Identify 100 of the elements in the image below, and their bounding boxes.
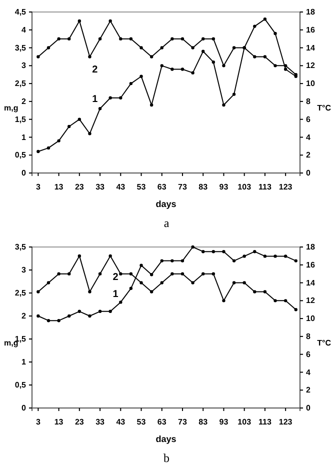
x-tick-label: 33: [96, 418, 106, 427]
point: [57, 272, 60, 276]
x-tick-label: 53: [136, 182, 146, 192]
x-tick-label: 93: [219, 418, 229, 427]
y2-tick-label: 18: [306, 8, 316, 17]
point: [274, 254, 277, 258]
x-tick-label: 113: [258, 418, 272, 427]
point: [191, 281, 194, 284]
text: a: [164, 216, 170, 230]
point: [202, 50, 205, 53]
point: [232, 92, 236, 96]
y-tick-label: 0,5: [14, 150, 27, 160]
point: [212, 60, 216, 64]
point: [253, 290, 256, 294]
point: [119, 96, 122, 100]
y2-tick-label: 0: [306, 168, 311, 178]
y-tick-label: 2: [22, 97, 27, 106]
y-tick-label: 1,5: [14, 114, 27, 124]
x-tick-label: 93: [219, 182, 229, 192]
line-series: [36, 245, 298, 322]
point: [222, 250, 226, 254]
point: [140, 281, 143, 284]
x-tick-label: 23: [74, 182, 84, 192]
y-tick-label: 1: [22, 132, 27, 142]
point: [140, 46, 143, 50]
point: [98, 37, 102, 40]
point: [129, 82, 133, 86]
point: [284, 299, 288, 302]
point: [212, 37, 216, 40]
point: [170, 68, 174, 71]
x-tick-label: 73: [178, 418, 188, 427]
y-tick-label: 3: [22, 266, 27, 275]
y2-tick-label: 12: [306, 296, 316, 306]
point: [150, 290, 154, 294]
y-tick-label: 0: [22, 168, 27, 178]
point: [78, 118, 82, 121]
point: [191, 245, 194, 249]
point: [180, 68, 184, 71]
point: [180, 259, 184, 262]
point: [263, 290, 267, 294]
point: [98, 310, 102, 313]
point: [46, 46, 50, 50]
y2-tick-label: 8: [306, 332, 311, 342]
y2-axis-title: T°C: [317, 338, 332, 348]
point: [150, 103, 154, 107]
x-tick-label: 83: [198, 418, 208, 427]
point: [191, 71, 194, 74]
y-tick-label: 1: [22, 358, 27, 367]
point: [191, 46, 194, 50]
point: [68, 272, 71, 276]
y2-tick-label: 12: [306, 61, 316, 70]
point: [36, 55, 40, 58]
point: [78, 254, 82, 258]
x-tick-label: 63: [157, 182, 167, 192]
point: [108, 254, 112, 258]
point: [78, 310, 82, 313]
y2-axis-title: T°C: [317, 104, 332, 112]
point: [180, 272, 184, 276]
point: [263, 18, 267, 21]
point: [232, 46, 236, 50]
series-label: 1: [92, 94, 98, 105]
y2-tick-label: 10: [306, 79, 316, 88]
point: [232, 259, 236, 262]
point: [202, 250, 205, 254]
point: [294, 259, 298, 262]
x-tick-label: 73: [178, 182, 188, 192]
point: [180, 37, 184, 40]
point: [129, 37, 133, 40]
point: [212, 250, 216, 254]
point: [222, 64, 226, 68]
point: [170, 259, 174, 262]
point: [36, 150, 40, 154]
x-tick-label: 63: [157, 418, 167, 427]
point: [242, 254, 246, 258]
point: [202, 37, 205, 40]
y-tick-label: 4,5: [14, 8, 27, 17]
point: [294, 308, 298, 312]
point: [140, 74, 143, 78]
point: [253, 24, 256, 28]
point: [36, 314, 40, 318]
point: [88, 290, 92, 294]
point: [274, 32, 277, 36]
point: [232, 281, 236, 284]
point: [68, 124, 71, 128]
point: [222, 103, 226, 107]
series-label: 1: [112, 288, 119, 300]
point: [57, 319, 60, 322]
point: [108, 96, 112, 100]
point: [170, 272, 174, 276]
point: [57, 37, 60, 40]
y-tick-label: 4: [22, 25, 27, 34]
point: [108, 19, 112, 23]
point: [98, 107, 102, 110]
x-tick-label: 103: [238, 182, 252, 192]
x-tick-label: 43: [116, 418, 126, 427]
y-tick-label: 0: [22, 404, 27, 413]
y-tick-label: 2,5: [14, 288, 27, 298]
point: [284, 68, 288, 71]
y-tick-label: 3,5: [14, 242, 27, 252]
point: [160, 64, 164, 68]
